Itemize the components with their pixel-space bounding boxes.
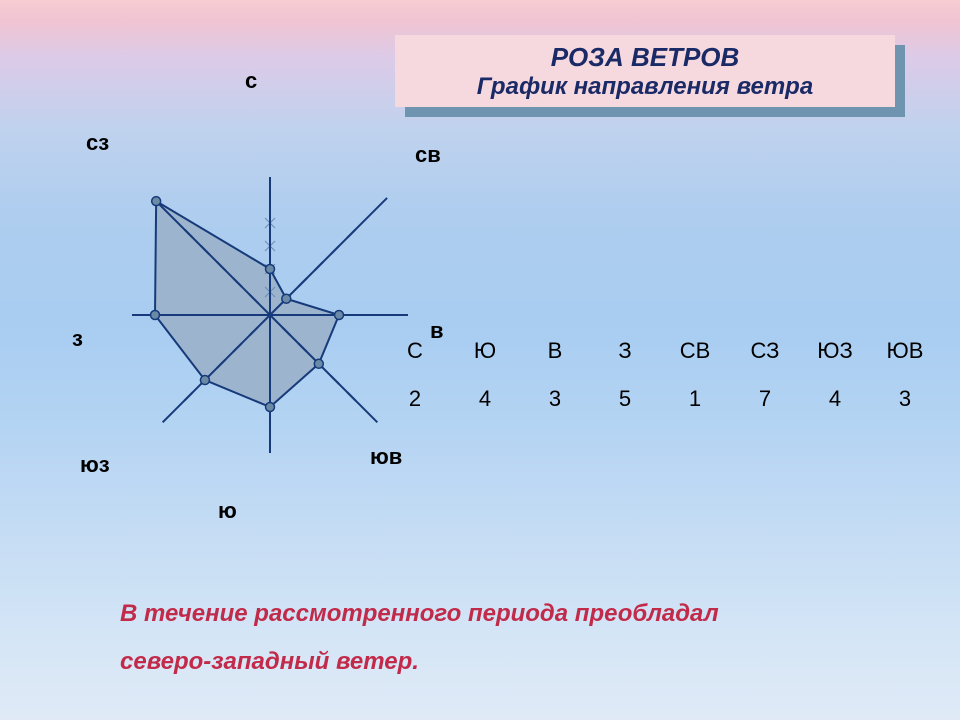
axis-label-se: юв: [370, 444, 402, 470]
vertex-nw: [152, 197, 161, 206]
vertex-ne: [282, 294, 291, 303]
table-header-cell: СЗ: [730, 338, 800, 364]
table-header-cell: С: [380, 338, 450, 364]
table-header-cell: Ю: [450, 338, 520, 364]
table-value-cell: 7: [730, 386, 800, 412]
table-value-cell: 3: [520, 386, 590, 412]
table-header-cell: ЮЗ: [800, 338, 870, 364]
table-header-cell: ЮВ: [870, 338, 940, 364]
table-value-cell: 5: [590, 386, 660, 412]
vertex-se: [314, 359, 323, 368]
vertex-s: [266, 403, 275, 412]
axis-label-n: с: [245, 68, 257, 94]
wind-data-table: СЮВЗСВСЗЮЗЮВ 24351743: [380, 338, 940, 412]
axis-label-w: з: [72, 326, 83, 352]
table-value-cell: 1: [660, 386, 730, 412]
table-header-row: СЮВЗСВСЗЮЗЮВ: [380, 338, 940, 364]
table-value-cell: 4: [800, 386, 870, 412]
vertex-sw: [200, 376, 209, 385]
axis-label-s: ю: [218, 498, 237, 524]
table-values-row: 24351743: [380, 386, 940, 412]
table-value-cell: 3: [870, 386, 940, 412]
conclusion-line: северо-западный ветер.: [120, 638, 719, 686]
vertex-w: [151, 311, 160, 320]
vertex-n: [266, 265, 275, 274]
axis-label-nw: сз: [86, 130, 109, 156]
axis-label-sw: юз: [80, 452, 110, 478]
conclusion-line: В течение рассмотренного периода преобла…: [120, 590, 719, 638]
conclusion-text: В течение рассмотренного периода преобла…: [120, 590, 719, 686]
table-header-cell: СВ: [660, 338, 730, 364]
axis-label-ne: св: [415, 142, 441, 168]
table-value-cell: 2: [380, 386, 450, 412]
title-line-2: График направления ветра: [477, 73, 813, 101]
wind-rose-polygon: [155, 201, 339, 407]
table-value-cell: 4: [450, 386, 520, 412]
table-header-cell: В: [520, 338, 590, 364]
vertex-e: [335, 311, 344, 320]
title-line-1: РОЗА ВЕТРОВ: [551, 42, 740, 73]
table-header-cell: З: [590, 338, 660, 364]
